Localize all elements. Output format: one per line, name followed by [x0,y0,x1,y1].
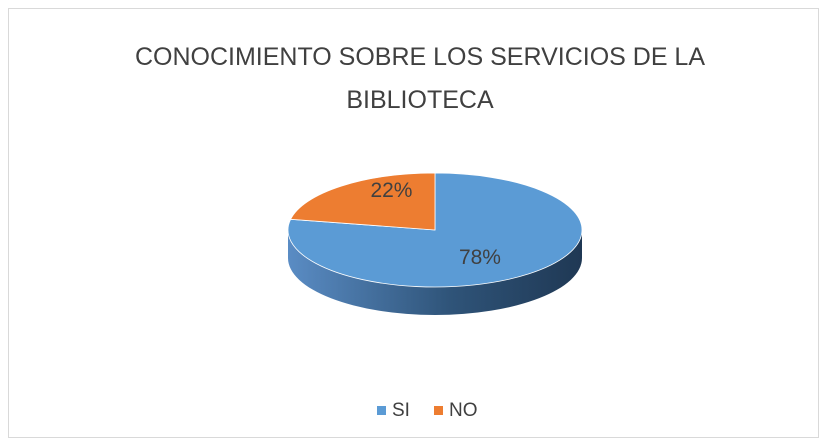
legend-swatch [377,406,386,415]
chart-frame [8,8,819,438]
chart-title: CONOCIMIENTO SOBRE LOS SERVICIOS DE LA B… [134,43,706,114]
pie-side [288,230,582,315]
legend-swatch [434,406,443,415]
legend-label: SI [392,400,410,421]
data-label: 22% [370,179,412,202]
legend-label: NO [449,400,478,421]
data-label: 78% [459,246,501,269]
pie-slice [289,172,436,231]
